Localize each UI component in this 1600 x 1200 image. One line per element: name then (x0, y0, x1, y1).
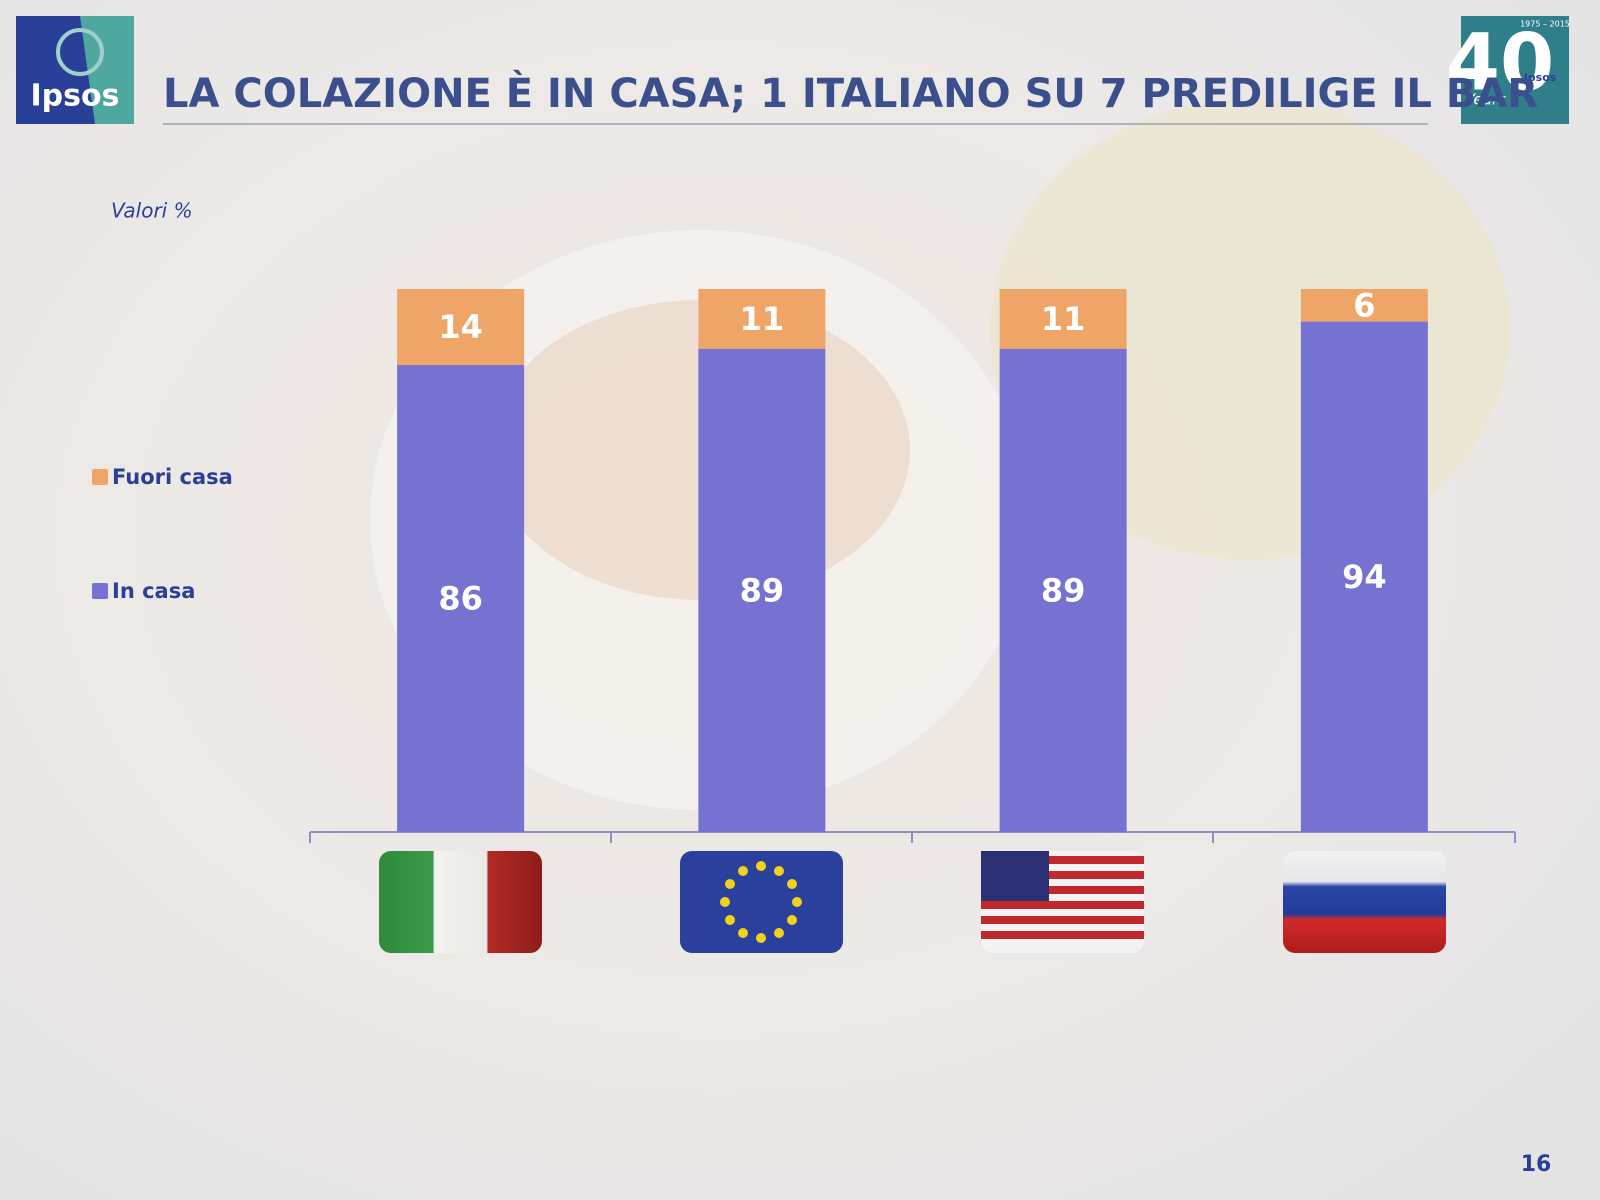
anniversary-number: 40 (1446, 18, 1555, 108)
anniversary-word: Years (1466, 91, 1506, 109)
bar-segment (1300, 321, 1428, 832)
bar-segment (397, 289, 525, 366)
legend-label: In casa (112, 579, 195, 603)
logo-accent (80, 16, 134, 124)
flag-italy (379, 851, 542, 953)
value-label: 89 (1041, 571, 1086, 609)
logo-head (56, 28, 104, 76)
flag-usa (981, 851, 1144, 953)
bar-segment (698, 348, 826, 832)
bar-segment (1300, 289, 1428, 322)
chart-subtitle: Valori % (111, 199, 193, 223)
anniversary-brand: Ipsos (1524, 71, 1557, 84)
legend-label: Fuori casa (112, 465, 233, 489)
value-label: 6 (1353, 286, 1375, 324)
bar-segment (999, 289, 1127, 349)
flag-russia (1283, 851, 1446, 953)
bar-segment (999, 348, 1127, 832)
legend-swatch (92, 583, 108, 599)
value-label: 89 (740, 571, 785, 609)
anniversary-box (1461, 16, 1569, 124)
anniversary-years: 1975 – 2015 (1520, 20, 1570, 29)
page-number: 16 (1521, 1152, 1552, 1177)
bar-segment (698, 289, 826, 349)
axis-ticks (309, 832, 1516, 843)
value-label: 11 (740, 300, 785, 338)
value-label: 11 (1041, 300, 1086, 338)
value-label: 94 (1342, 558, 1387, 596)
logo-text: Ipsos (31, 79, 120, 114)
value-label: 14 (438, 308, 483, 346)
bar-segment (397, 365, 525, 832)
slide-title: LA COLAZIONE È IN CASA; 1 ITALIANO SU 7 … (163, 69, 1538, 117)
value-label: 86 (438, 580, 483, 618)
legend-swatch (92, 469, 108, 485)
flag-eu (680, 851, 843, 953)
